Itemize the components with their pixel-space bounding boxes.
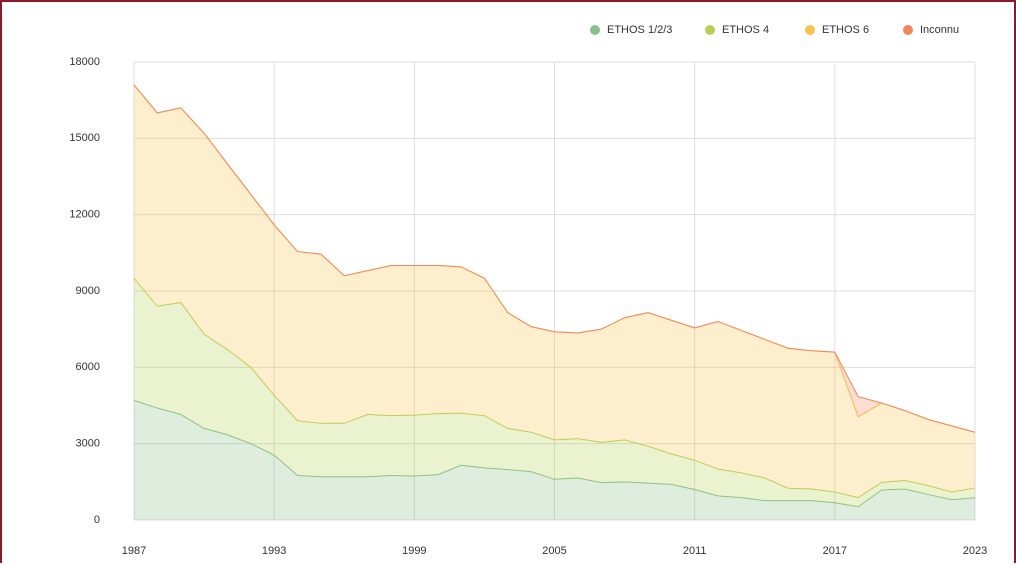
y-tick-label: 9000: [76, 285, 100, 297]
area-line: [133, 399, 976, 508]
y-tick-label: 0: [94, 514, 100, 526]
y-tick-label: 18000: [69, 56, 100, 68]
x-tick-label: 2017: [823, 545, 847, 557]
area-line: [133, 84, 976, 433]
x-tick-label: 1987: [122, 545, 146, 557]
legend-label: ETHOS 1/2/3: [607, 24, 672, 36]
y-tick-label: 15000: [69, 132, 100, 144]
x-tick-label: 2011: [683, 545, 707, 557]
x-tick-label: 2023: [963, 545, 987, 557]
x-tick-label: 1993: [262, 545, 286, 557]
x-tick-label: 1999: [402, 545, 426, 557]
legend-swatch: [705, 25, 715, 35]
y-tick-label: 6000: [76, 361, 100, 373]
y-tick-label: 12000: [69, 209, 100, 221]
area: [134, 278, 975, 507]
legend-swatch: [805, 25, 815, 35]
legend-label: ETHOS 4: [722, 24, 769, 36]
legend-swatch: [903, 25, 913, 35]
legend-swatch: [590, 25, 600, 35]
area: [134, 84, 975, 498]
legend-label: ETHOS 6: [822, 24, 869, 36]
area: [134, 400, 975, 520]
x-tick-label: 2005: [542, 545, 566, 557]
area-line: [133, 277, 976, 499]
legend-label: Inconnu: [920, 24, 959, 36]
y-tick-label: 3000: [76, 438, 100, 450]
